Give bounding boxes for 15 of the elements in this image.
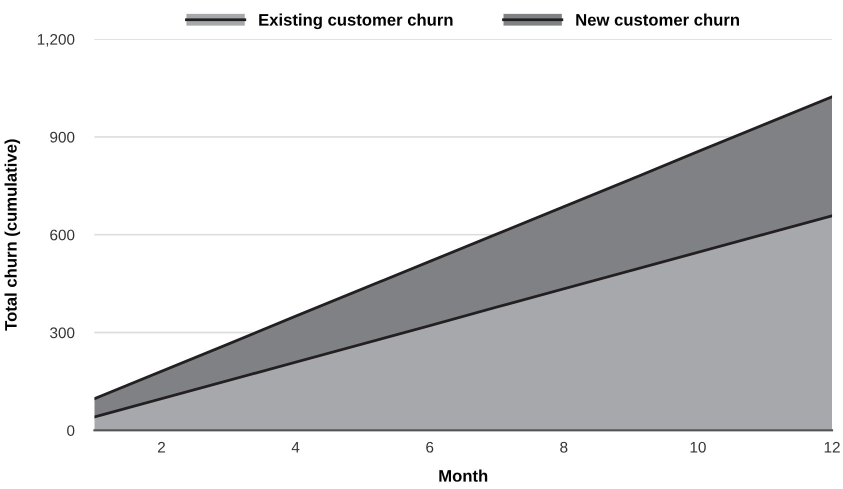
y-tick-label: 1,200 xyxy=(38,34,74,47)
legend-label: New customer churn xyxy=(576,14,739,26)
x-tick-label: 12 xyxy=(824,442,840,453)
x-tick-label: 6 xyxy=(426,442,434,453)
y-tick-label: 0 xyxy=(67,425,74,436)
x-tick-label: 2 xyxy=(158,442,165,453)
x-tick-label: 8 xyxy=(560,442,568,453)
x-axis-title: Month xyxy=(439,470,488,482)
y-tick-label: 300 xyxy=(50,327,74,338)
x-tick-label: 10 xyxy=(690,442,706,453)
y-tick-label: 900 xyxy=(50,132,74,143)
x-tick-label: 4 xyxy=(292,442,300,453)
legend-label: Existing customer churn xyxy=(259,14,452,30)
y-axis-title: Total churn (cumulative) xyxy=(4,139,20,331)
y-tick-label: 600 xyxy=(50,230,74,240)
